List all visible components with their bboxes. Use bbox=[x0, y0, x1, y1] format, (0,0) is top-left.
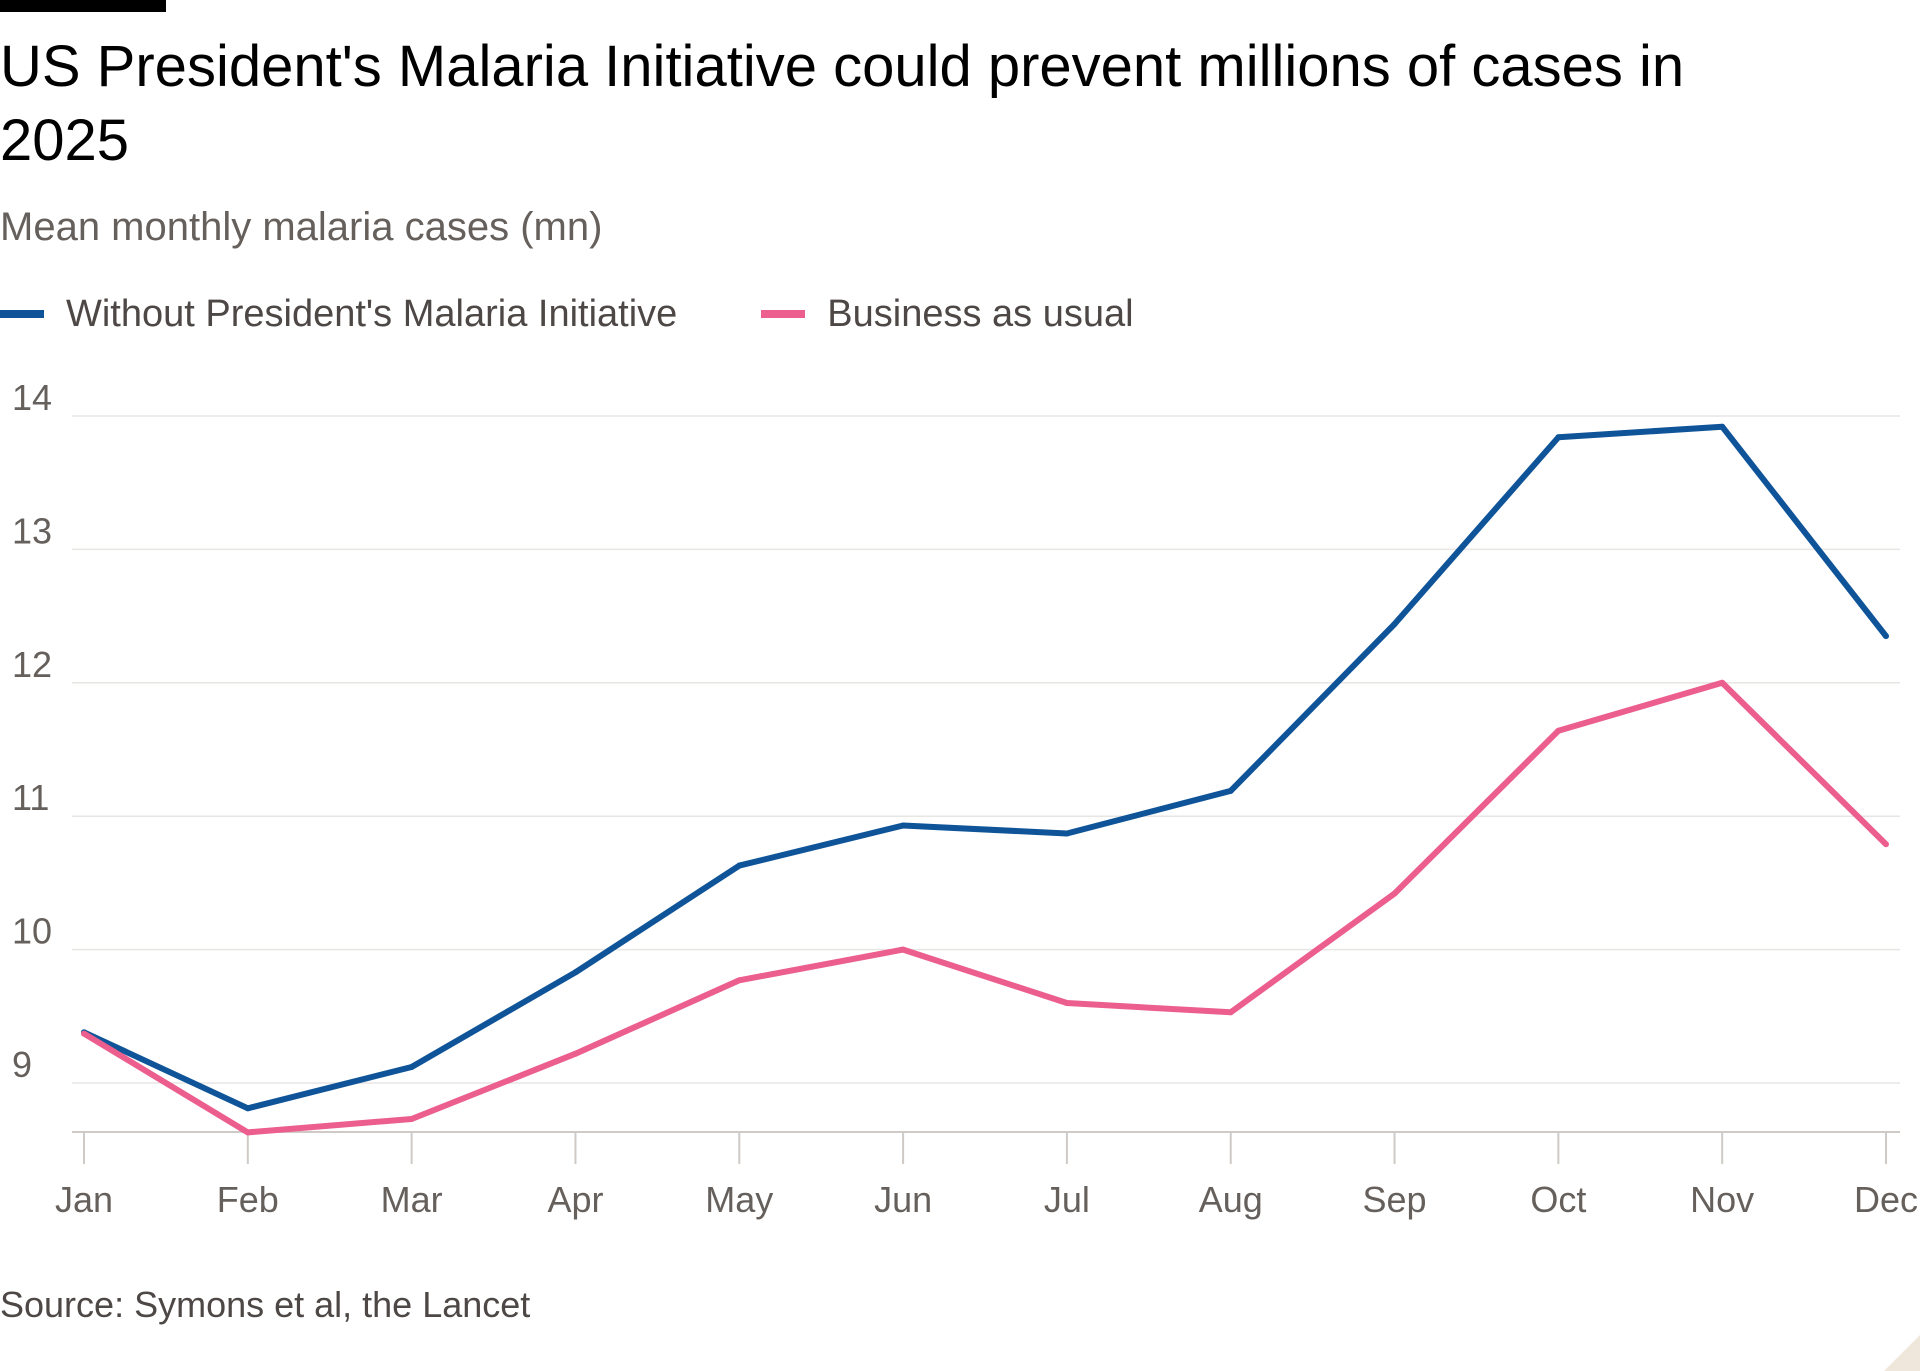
chart-subtitle: Mean monthly malaria cases (mn) bbox=[0, 205, 603, 249]
y-tick-label-14: 14 bbox=[12, 377, 52, 418]
legend-swatch-without-pmi bbox=[0, 310, 44, 318]
y-tick-label-9: 9 bbox=[12, 1044, 32, 1085]
data-point-without-pmi-feb bbox=[244, 1105, 251, 1112]
data-point-without-pmi-oct bbox=[1555, 434, 1562, 441]
y-tick-label-11: 11 bbox=[12, 777, 49, 818]
data-point-business-as-usual-sep bbox=[1391, 890, 1398, 897]
legend-swatch-business-as-usual bbox=[761, 310, 806, 318]
legend-label-business-as-usual: Business as usual bbox=[827, 292, 1134, 335]
data-point-without-pmi-nov bbox=[1719, 423, 1726, 430]
x-tick-label-apr: Apr bbox=[547, 1179, 603, 1220]
y-tick-label-10: 10 bbox=[12, 911, 52, 952]
data-point-business-as-usual-aug bbox=[1227, 1009, 1234, 1016]
data-point-without-pmi-aug bbox=[1227, 787, 1234, 794]
y-tick-label-12: 12 bbox=[12, 644, 52, 685]
chart-title: US President's Malaria Initiative could … bbox=[0, 34, 1685, 173]
data-point-business-as-usual-mar bbox=[408, 1116, 415, 1122]
x-tick-label-oct: Oct bbox=[1530, 1179, 1586, 1220]
data-point-without-pmi-jun bbox=[900, 822, 907, 829]
data-point-without-pmi-apr bbox=[572, 969, 579, 976]
data-point-business-as-usual-jun bbox=[900, 946, 907, 953]
series-line-business-as-usual bbox=[82, 679, 1889, 1136]
top-accent-bar bbox=[0, 0, 166, 12]
x-tick-label-dec: Dec bbox=[1854, 1179, 1918, 1220]
x-tick-label-jan: Jan bbox=[55, 1179, 113, 1220]
y-tick-label-13: 13 bbox=[12, 510, 52, 551]
corner-decoration bbox=[1884, 1335, 1920, 1371]
legend: Without President's Malaria Initiative B… bbox=[0, 290, 1218, 338]
data-point-business-as-usual-jan bbox=[81, 1030, 87, 1037]
data-point-business-as-usual-feb bbox=[244, 1129, 251, 1136]
x-tick-label-feb: Feb bbox=[217, 1179, 279, 1220]
data-point-without-pmi-sep bbox=[1391, 621, 1398, 628]
x-tick-label-jun: Jun bbox=[874, 1179, 932, 1220]
data-point-business-as-usual-nov bbox=[1719, 679, 1726, 686]
source-note: Source: Symons et al, the Lancet bbox=[0, 1284, 531, 1325]
x-tick-label-sep: Sep bbox=[1363, 1179, 1427, 1220]
legend-item-business-as-usual: Business as usual bbox=[761, 292, 1134, 336]
data-point-business-as-usual-jul bbox=[1063, 1000, 1070, 1006]
x-tick-label-mar: Mar bbox=[381, 1179, 443, 1220]
data-point-without-pmi-may bbox=[736, 862, 743, 869]
x-tick-label-jul: Jul bbox=[1044, 1179, 1090, 1220]
data-point-without-pmi-jul bbox=[1063, 830, 1070, 837]
data-point-business-as-usual-apr bbox=[572, 1050, 579, 1057]
x-tick-label-may: May bbox=[705, 1179, 773, 1220]
data-point-without-pmi-mar bbox=[408, 1064, 415, 1070]
legend-item-without-pmi: Without President's Malaria Initiative bbox=[0, 293, 677, 336]
series-line-without-pmi bbox=[82, 423, 1889, 1112]
data-point-business-as-usual-oct bbox=[1555, 727, 1562, 734]
x-tick-label-aug: Aug bbox=[1199, 1179, 1263, 1220]
data-point-business-as-usual-may bbox=[736, 977, 743, 984]
data-point-without-pmi-dec bbox=[1883, 633, 1889, 640]
x-tick-label-nov: Nov bbox=[1690, 1179, 1754, 1220]
legend-label-without-pmi: Without President's Malaria Initiative bbox=[66, 292, 678, 335]
data-point-business-as-usual-dec bbox=[1883, 841, 1889, 848]
